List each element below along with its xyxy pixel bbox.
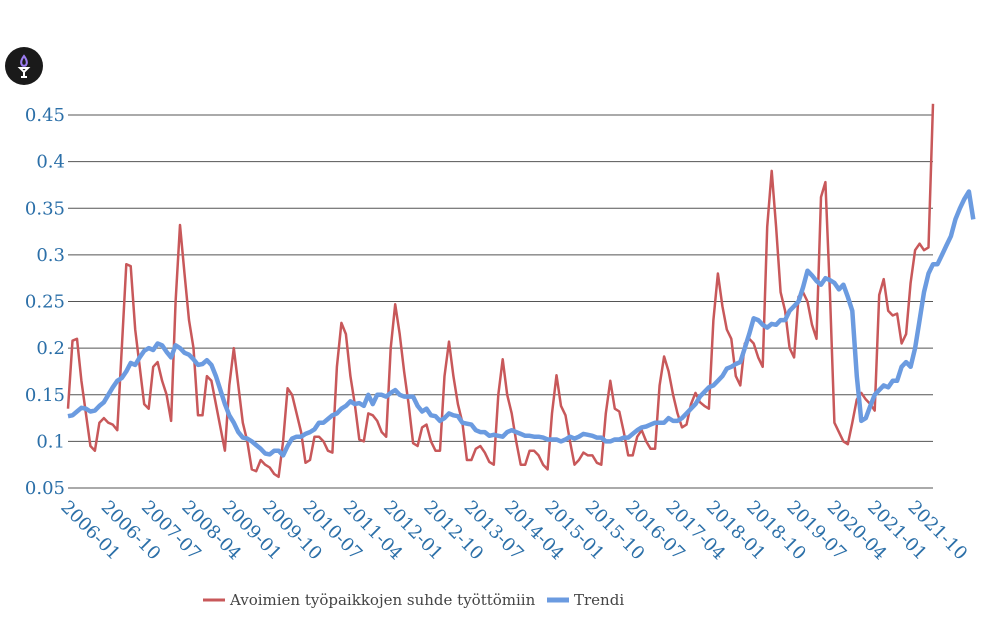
series-lines: [66, 103, 976, 479]
series-line-ratio: [66, 103, 935, 479]
legend-label-ratio[interactable]: Avoimien työpaikkojen suhde työttömiin: [229, 591, 536, 609]
flame-torch-icon: [17, 54, 31, 78]
y-tick-label: 0.3: [36, 245, 65, 266]
y-tick-label: 0.15: [25, 385, 65, 406]
gridlines: [68, 114, 933, 489]
y-tick-label: 0.05: [25, 478, 65, 499]
y-tick-label: 0.1: [36, 431, 65, 452]
y-tick-label: 0.45: [25, 105, 65, 126]
y-tick-label: 0.35: [25, 198, 65, 219]
y-tick-label: 0.25: [25, 292, 65, 313]
y-tick-label: 0.2: [36, 338, 65, 359]
x-axis-ticks: 2006-012006-102007-072008-042009-012009-…: [56, 497, 971, 565]
y-axis-ticks: 0.05 0.1 0.15 0.2 0.25 0.3 0.35 0.4 0.45: [25, 105, 65, 499]
legend-label-trend[interactable]: Trendi: [574, 591, 624, 609]
y-tick-label: 0.4: [36, 152, 65, 173]
logo-badge: [5, 47, 43, 85]
series-line-trend: [67, 189, 976, 458]
legend: Avoimien työpaikkojen suhde työttömiin Tr…: [203, 591, 624, 609]
